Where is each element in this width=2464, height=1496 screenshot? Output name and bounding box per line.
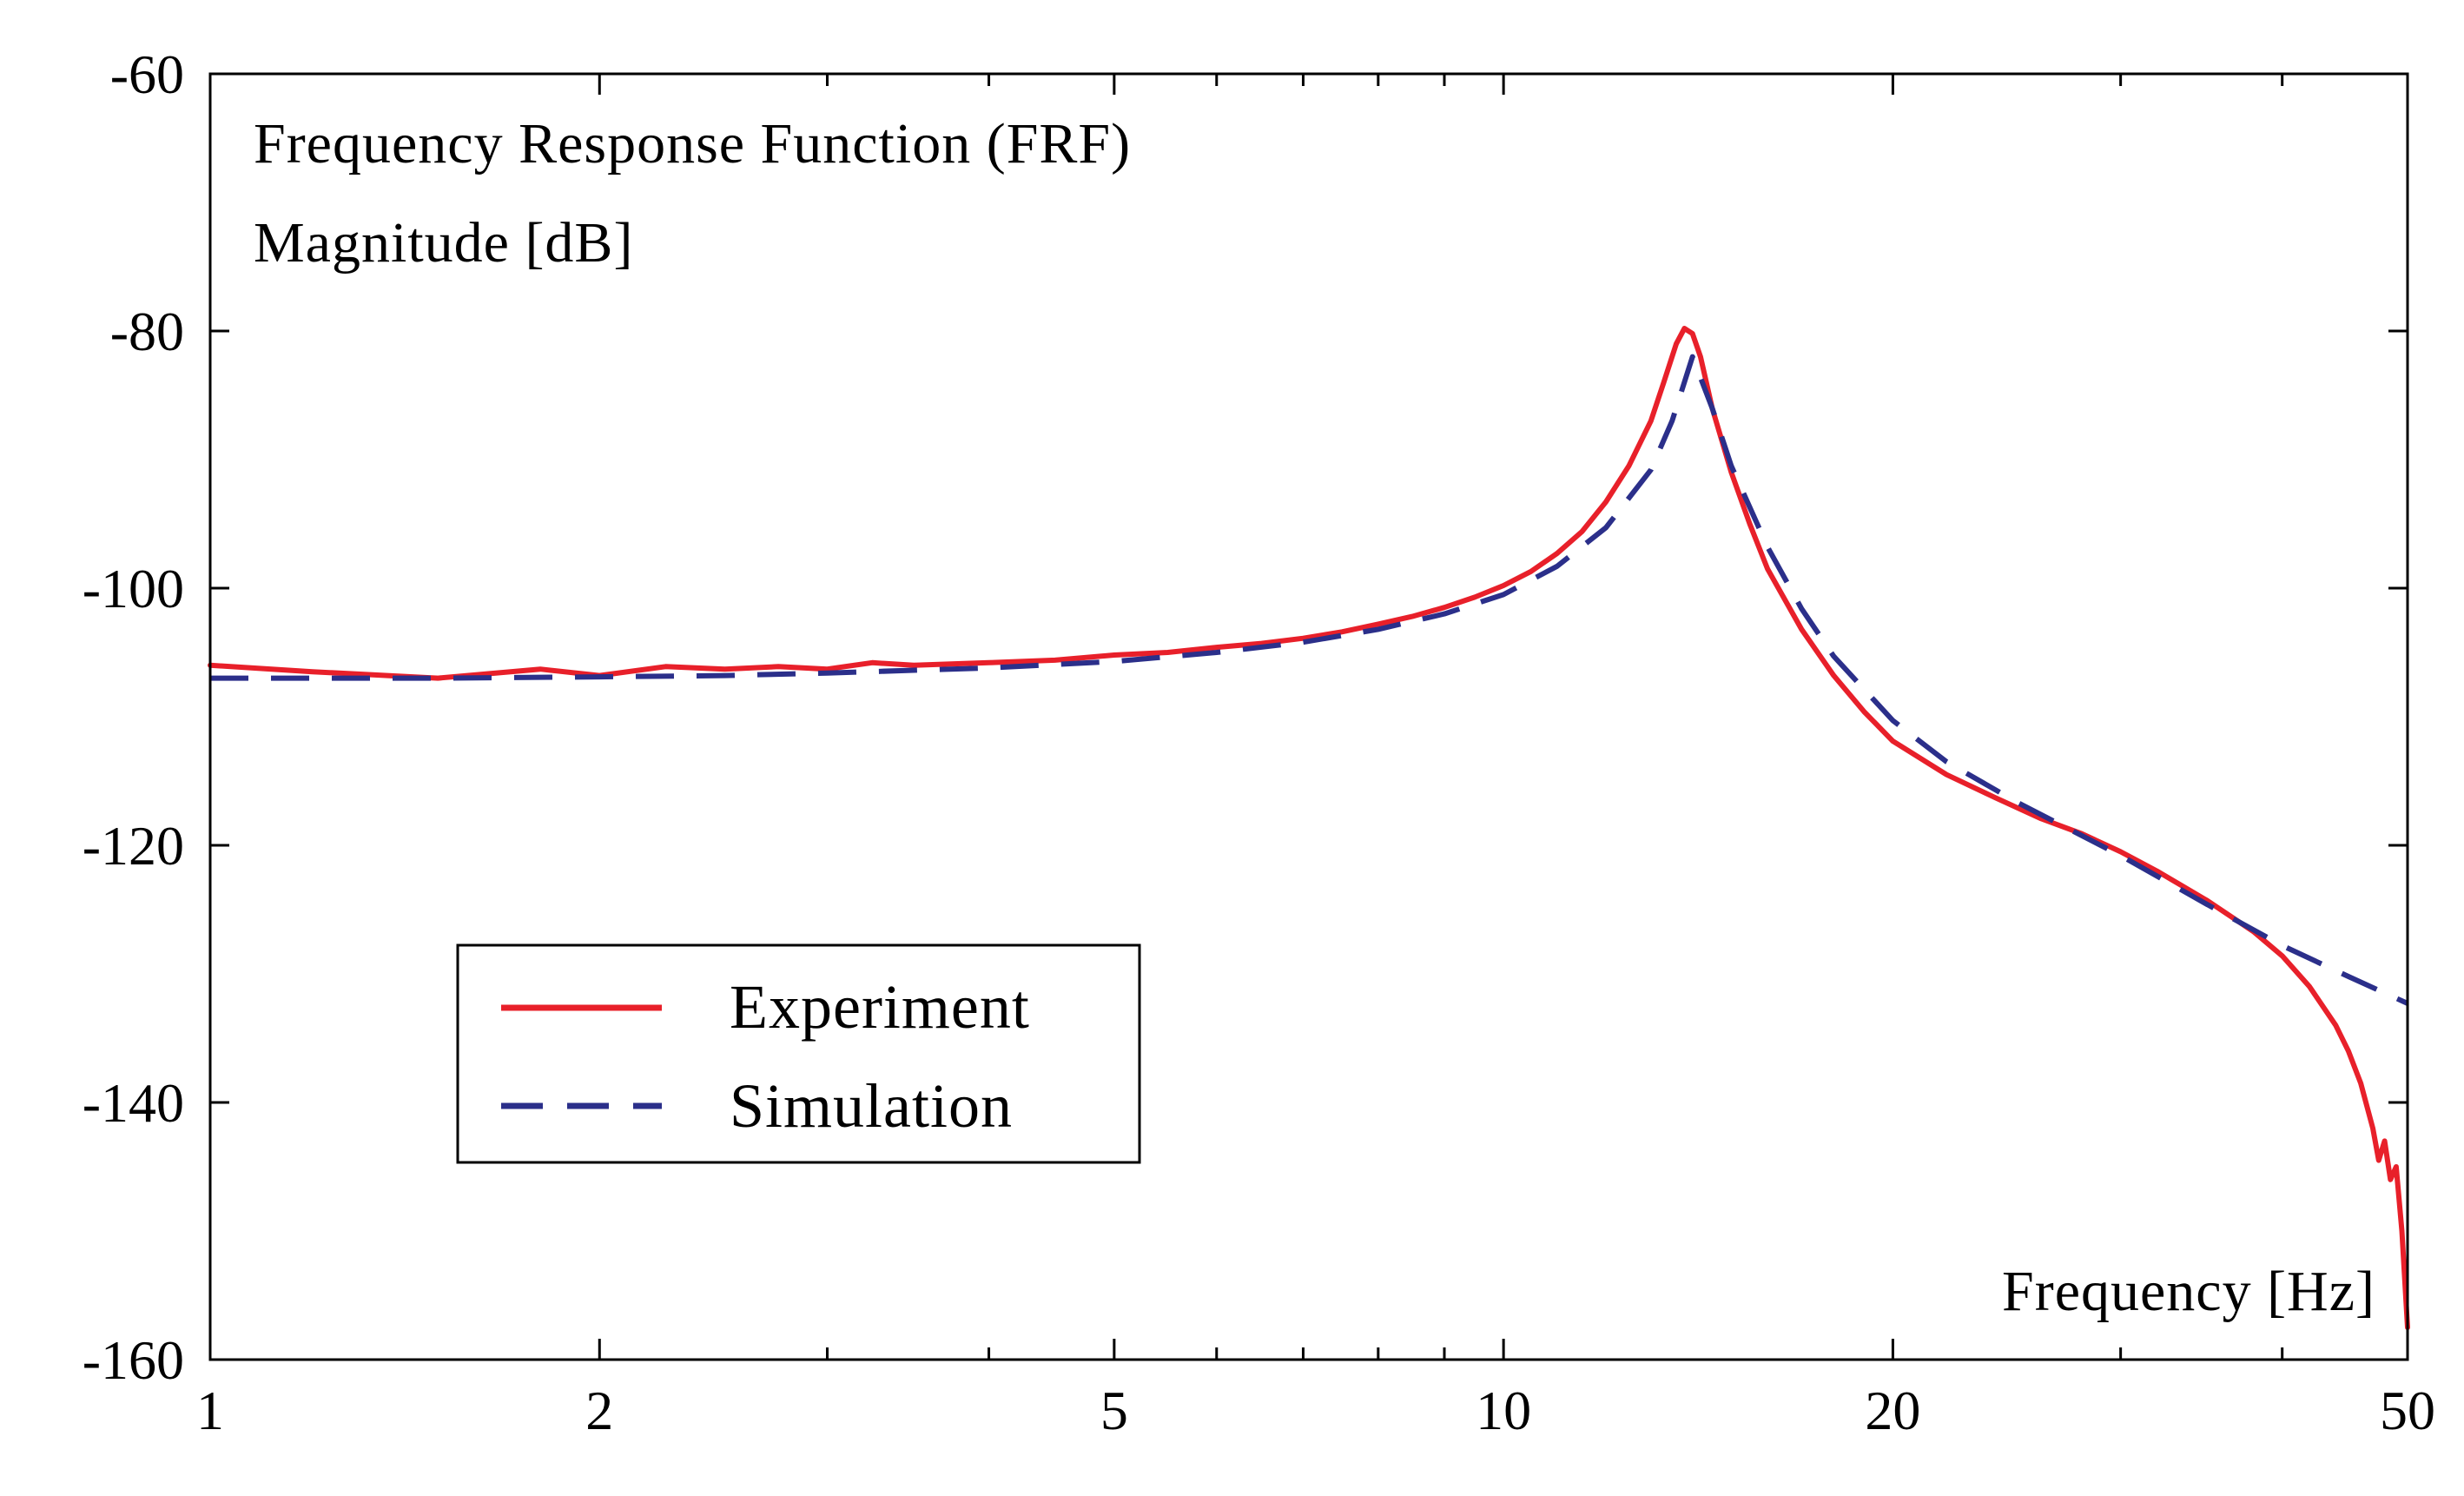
legend: Experiment Simulation bbox=[456, 943, 1141, 1164]
legend-label-simulation: Simulation bbox=[730, 1071, 1013, 1141]
y-axis-label: Magnitude [dB] bbox=[254, 211, 633, 275]
x-tick-label: 10 bbox=[1476, 1380, 1531, 1441]
series-line-experiment bbox=[208, 326, 2410, 1330]
plot-frame bbox=[208, 72, 2409, 1361]
y-tick-label: -120 bbox=[83, 815, 184, 877]
y-tick-label: -60 bbox=[110, 43, 184, 105]
y-tick-label: -80 bbox=[110, 301, 184, 362]
chart-title: Frequency Response Function (FRF) bbox=[254, 112, 1131, 175]
series-line-simulation bbox=[210, 354, 2409, 1006]
x-tick-label: 50 bbox=[2380, 1380, 2435, 1441]
x-tick-label: 1 bbox=[196, 1380, 224, 1441]
x-axis-label: Frequency [Hz] bbox=[2002, 1260, 2375, 1323]
x-tick-label: 2 bbox=[585, 1380, 613, 1441]
y-tick-label: -140 bbox=[83, 1072, 184, 1134]
legend-label-experiment: Experiment bbox=[730, 972, 1030, 1042]
series-lines bbox=[208, 326, 2410, 1330]
legend-box bbox=[456, 943, 1141, 1164]
x-tick-label: 20 bbox=[1865, 1380, 1920, 1441]
y-tick-label: -160 bbox=[83, 1329, 184, 1391]
x-tick-label: 5 bbox=[1100, 1380, 1128, 1441]
y-tick-label: -100 bbox=[83, 558, 184, 619]
